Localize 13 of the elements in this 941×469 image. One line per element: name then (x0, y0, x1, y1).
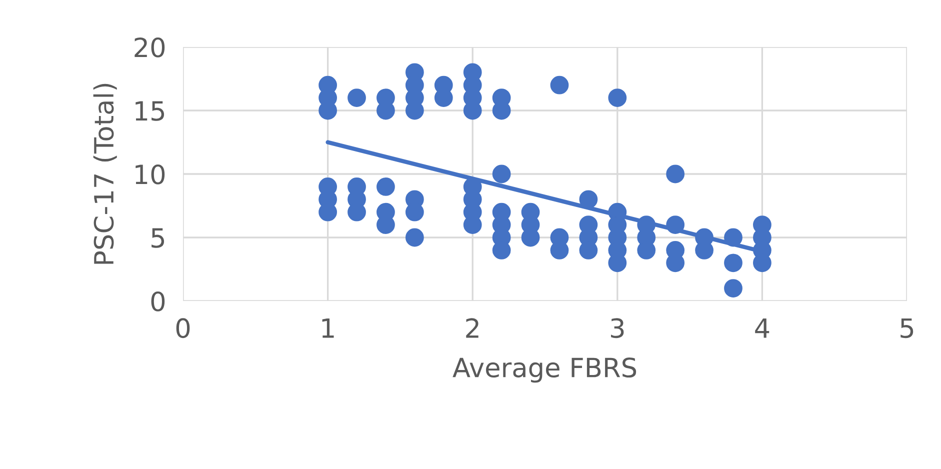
y-tick-label: 0 (151, 291, 165, 312)
x-tick-label: 4 (755, 318, 770, 338)
x-axis-title: Average FBRS (452, 358, 636, 383)
x-tick-label: 5 (900, 318, 914, 338)
y-tick-label: 20 (134, 37, 165, 58)
x-tick-label: 3 (611, 318, 624, 338)
y-tick-label: 15 (136, 101, 164, 121)
y-axis-title: PSC-17 (Total) (93, 84, 117, 264)
y-tick-label: 5 (152, 228, 164, 248)
y-tick-label: 10 (136, 164, 165, 184)
x-tick-label: 0 (176, 318, 190, 338)
x-tick-label: 2 (466, 318, 478, 338)
x-tick-label: 1 (322, 318, 334, 338)
